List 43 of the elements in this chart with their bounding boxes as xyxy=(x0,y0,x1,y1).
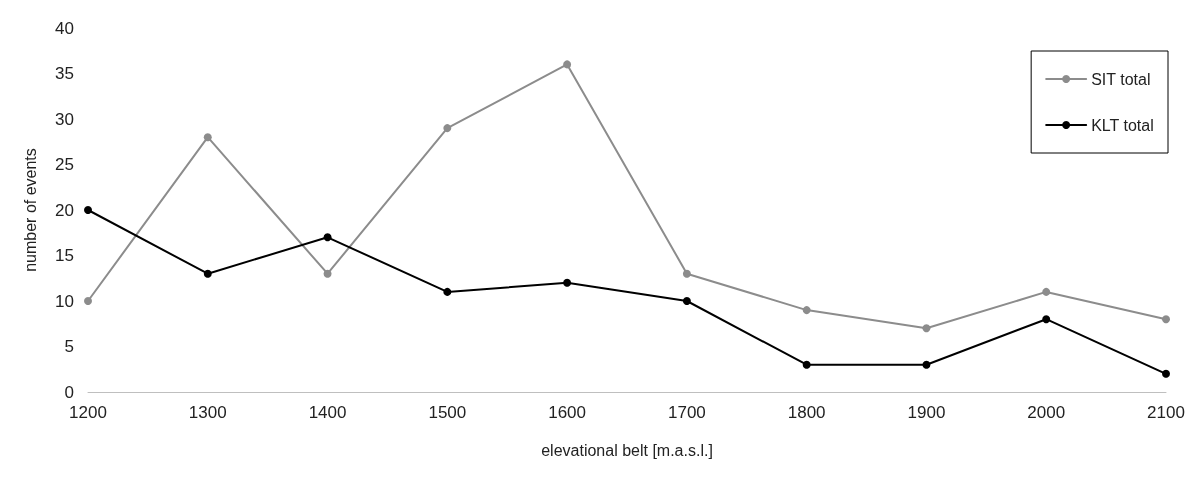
y-axis-title: number of events xyxy=(21,148,39,272)
x-tick-label: 1200 xyxy=(69,403,107,422)
y-tick-label: 15 xyxy=(55,246,74,265)
x-tick-label: 1600 xyxy=(548,403,587,422)
point xyxy=(84,297,92,305)
y-tick-label: 0 xyxy=(64,382,74,402)
point xyxy=(922,324,931,333)
point xyxy=(323,269,332,278)
x-tick-label: 1400 xyxy=(308,403,347,422)
x-tick-label: 1900 xyxy=(907,403,946,422)
y-tick-label: 5 xyxy=(64,337,74,356)
point xyxy=(443,287,452,296)
point xyxy=(1162,315,1170,324)
point xyxy=(802,306,811,315)
point xyxy=(1042,287,1051,296)
legend-label: SIT total xyxy=(1091,70,1151,88)
y-tick-label: 35 xyxy=(55,64,74,83)
point xyxy=(563,60,572,69)
x-tick-label: 1300 xyxy=(188,403,227,422)
point xyxy=(682,297,691,305)
y-tick-label: 40 xyxy=(55,18,74,38)
x-axis-title: elevational belt [m.a.s.l.] xyxy=(541,441,713,459)
point xyxy=(682,269,691,278)
point xyxy=(323,233,332,242)
legend-label: KLT total xyxy=(1091,116,1154,134)
x-tick-label: 1500 xyxy=(428,403,467,422)
point xyxy=(84,206,92,214)
point xyxy=(1042,315,1051,324)
x-tick-label: 1800 xyxy=(787,403,826,422)
y-tick-label: 20 xyxy=(55,200,74,220)
x-tick-label: 1700 xyxy=(667,403,706,422)
point xyxy=(922,360,931,369)
y-tick-label: 10 xyxy=(55,291,74,311)
point xyxy=(203,269,212,278)
y-tick-label: 25 xyxy=(55,155,74,174)
point xyxy=(802,360,811,369)
point xyxy=(443,124,452,133)
point xyxy=(563,278,572,287)
x-tick-label: 2100 xyxy=(1147,403,1185,422)
point xyxy=(1162,369,1170,378)
y-tick-label: 30 xyxy=(55,109,74,129)
x-tick-label: 2000 xyxy=(1027,403,1066,422)
point xyxy=(203,133,212,142)
